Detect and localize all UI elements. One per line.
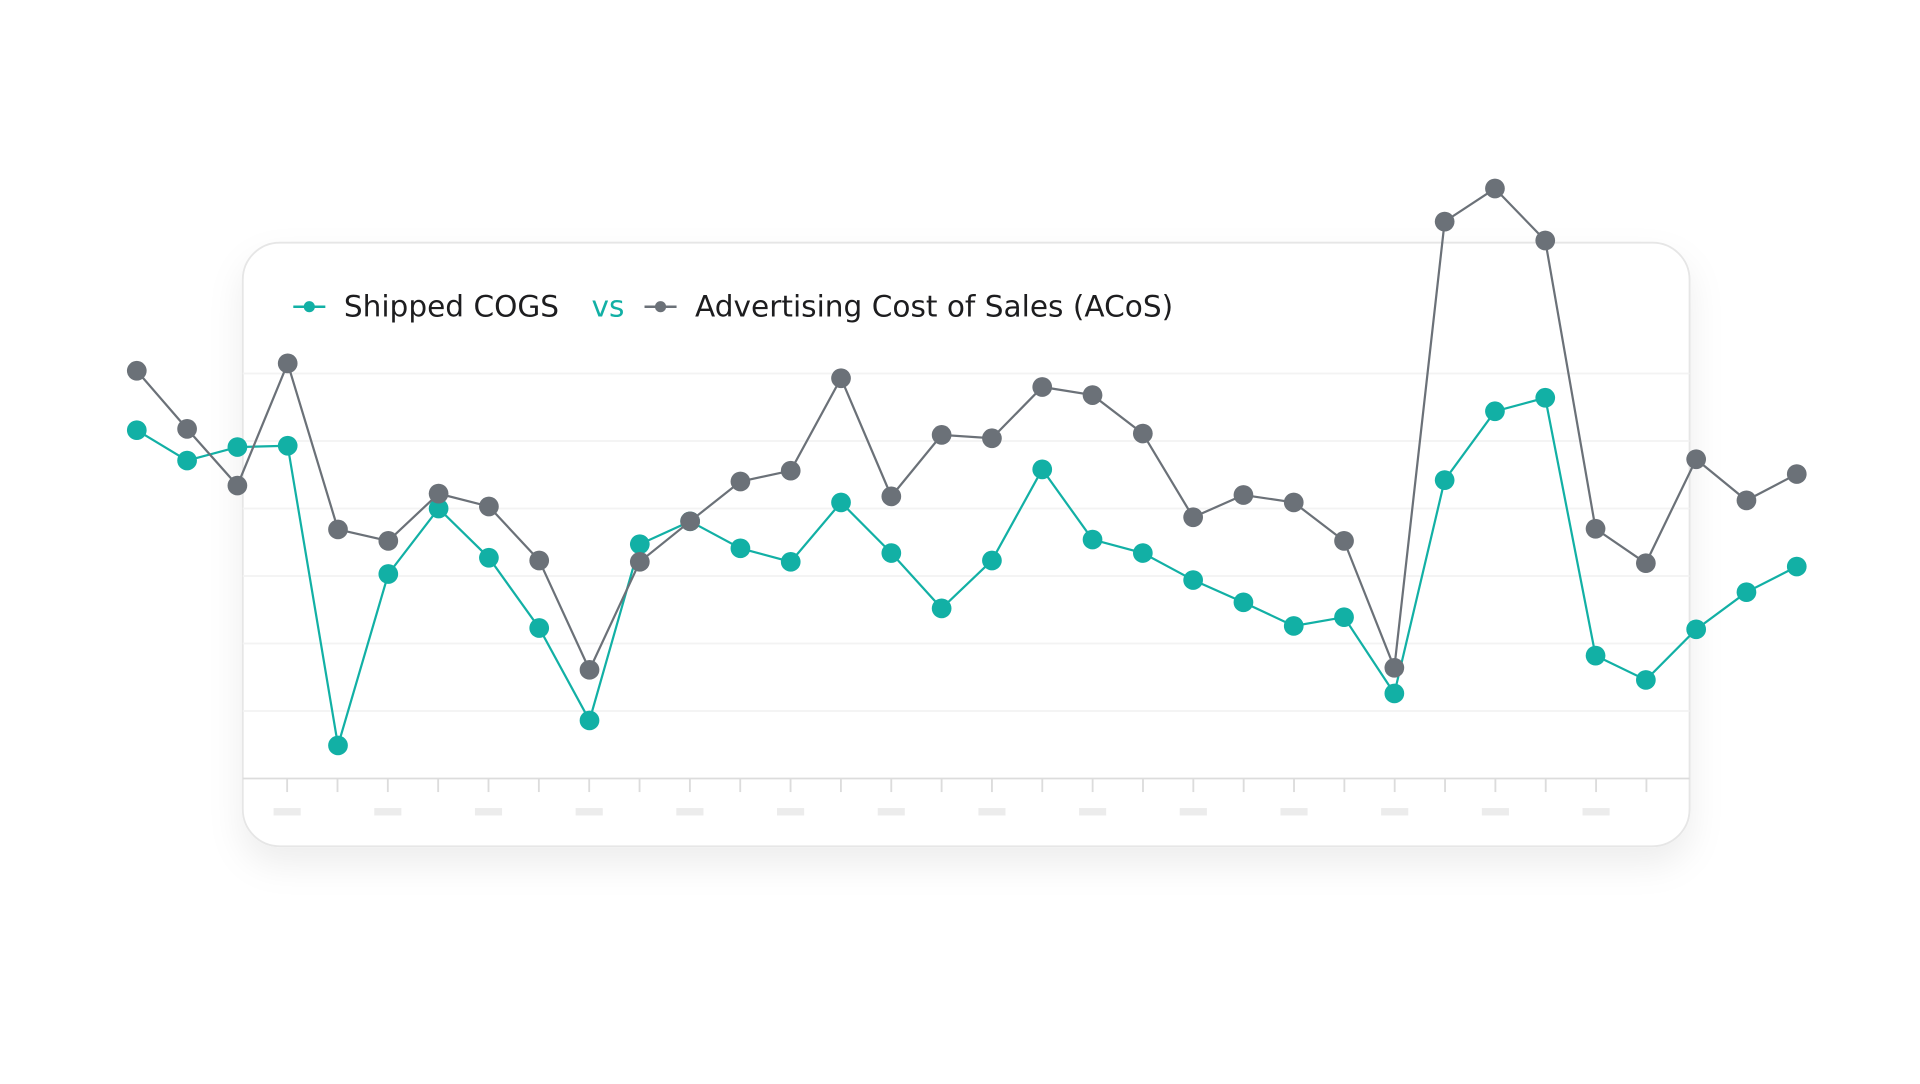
data-point (1686, 449, 1707, 470)
data-point (780, 551, 801, 572)
data-point (629, 534, 650, 555)
data-point (277, 435, 298, 456)
data-point (1736, 582, 1757, 603)
data-point (982, 428, 1002, 449)
data-point (1585, 518, 1606, 539)
data-point (1535, 387, 1556, 408)
series (126, 387, 1807, 756)
data-point (931, 598, 952, 619)
data-point (177, 418, 197, 439)
series (126, 178, 1807, 680)
data-point (831, 492, 851, 513)
data-point (428, 498, 449, 519)
data-point (1233, 485, 1254, 505)
x-label-placeholder (978, 808, 1006, 816)
data-point (1434, 470, 1455, 490)
x-label-placeholder (1079, 808, 1107, 816)
legend-dot (654, 301, 667, 313)
data-point (479, 496, 499, 517)
legend-joiner: vs (592, 289, 625, 323)
data-point (881, 486, 902, 507)
data-point (1283, 492, 1304, 513)
data-point (328, 519, 348, 540)
data-point (1786, 464, 1807, 484)
data-point (1082, 529, 1103, 550)
x-label-placeholder (575, 808, 603, 816)
data-point (1786, 556, 1807, 577)
series-line (136, 396, 1798, 746)
x-label-placeholder (474, 808, 503, 816)
legend-label: Advertising Cost of Sales (ACoS) (695, 289, 1173, 323)
data-point (1032, 377, 1053, 397)
data-point (1384, 657, 1405, 678)
data-point (378, 531, 399, 551)
data-point (1132, 543, 1153, 563)
data-point (227, 475, 248, 496)
data-point (1233, 592, 1254, 613)
data-point (1434, 211, 1455, 232)
x-label-placeholder (877, 808, 905, 816)
data-point (126, 360, 147, 381)
data-point (1082, 385, 1103, 405)
data-point (680, 511, 700, 532)
card (241, 241, 1691, 848)
data-point (1183, 570, 1203, 590)
data-point (126, 420, 147, 441)
data-point (730, 538, 751, 559)
data-point (1032, 459, 1053, 480)
legend-dot (303, 301, 315, 313)
data-point (1485, 401, 1505, 422)
data-point (1686, 619, 1707, 640)
data-point (1585, 645, 1606, 666)
data-point (1635, 553, 1656, 574)
data-point (579, 710, 600, 731)
legend: Shipped COGS vs Advertising Cost of Sale… (293, 289, 1173, 323)
x-label-placeholder (374, 808, 402, 816)
data-point (277, 353, 298, 374)
data-point (1132, 423, 1153, 444)
data-point (529, 550, 550, 571)
legend-label: Shipped COGS (344, 289, 559, 323)
data-point (579, 659, 600, 680)
series-line (135, 187, 1798, 673)
data-point (730, 471, 751, 492)
data-point (428, 483, 449, 504)
x-label-placeholder (1179, 808, 1207, 816)
x-label-placeholder (1381, 808, 1409, 816)
data-point (881, 543, 902, 563)
data-point (931, 425, 952, 445)
data-point (177, 450, 197, 471)
data-point (1485, 178, 1505, 199)
data-point (328, 735, 348, 756)
data-point (1183, 507, 1203, 528)
data-point (629, 551, 650, 572)
data-point (1736, 490, 1757, 511)
data-point (479, 547, 499, 568)
data-point (378, 564, 399, 584)
x-label-placeholder (777, 808, 805, 816)
data-point (831, 368, 851, 389)
x-label-placeholder (1481, 808, 1509, 816)
data-point (1283, 616, 1304, 636)
x-label-placeholder (1582, 808, 1610, 816)
x-label-placeholder (676, 808, 704, 816)
data-point (1334, 607, 1354, 628)
data-point (529, 618, 550, 638)
data-point (780, 460, 801, 481)
data-point (1635, 670, 1656, 690)
data-point (1384, 683, 1405, 704)
x-label-placeholder (1280, 808, 1308, 816)
data-point (1535, 230, 1556, 251)
x-label-placeholder (273, 808, 301, 816)
data-point (227, 437, 248, 457)
data-point (1334, 531, 1354, 551)
data-point (982, 550, 1002, 571)
